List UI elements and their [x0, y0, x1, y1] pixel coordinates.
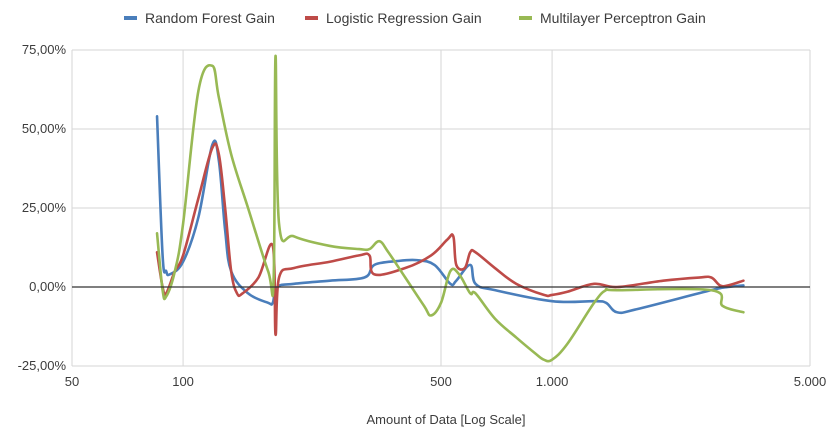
series-line-2 [155, 54, 745, 363]
series-line-1 [155, 142, 745, 336]
y-tick-label: 0,00% [29, 279, 66, 294]
legend-swatch [519, 16, 532, 20]
legend: Random Forest Gain Logistic Regression Ga… [124, 10, 706, 26]
x-axis-title: Amount of Data [Log Scale] [367, 412, 526, 427]
x-tick-label: 1.000 [536, 374, 569, 389]
x-tick-label: 50 [65, 374, 79, 389]
legend-swatch [305, 16, 318, 20]
y-axis-tick-labels: -25,00% 0,00% 25,00% 50,00% 75,00% [18, 42, 67, 373]
legend-label: Random Forest Gain [145, 10, 275, 26]
x-tick-label: 5.000 [794, 374, 827, 389]
legend-label: Logistic Regression Gain [326, 10, 482, 26]
y-tick-label: -25,00% [18, 358, 67, 373]
legend-swatch [124, 16, 137, 20]
legend-label: Multilayer Perceptron Gain [540, 10, 706, 26]
series-line-0 [155, 115, 745, 315]
x-axis-tick-labels: 50 100 500 1.000 5.000 [65, 374, 827, 389]
y-tick-label: 25,00% [22, 200, 67, 215]
y-tick-label: 50,00% [22, 121, 67, 136]
x-tick-label: 500 [430, 374, 452, 389]
y-tick-label: 75,00% [22, 42, 67, 57]
grid-lines [71, 49, 811, 367]
series-lines [155, 54, 745, 363]
x-tick-label: 100 [172, 374, 194, 389]
